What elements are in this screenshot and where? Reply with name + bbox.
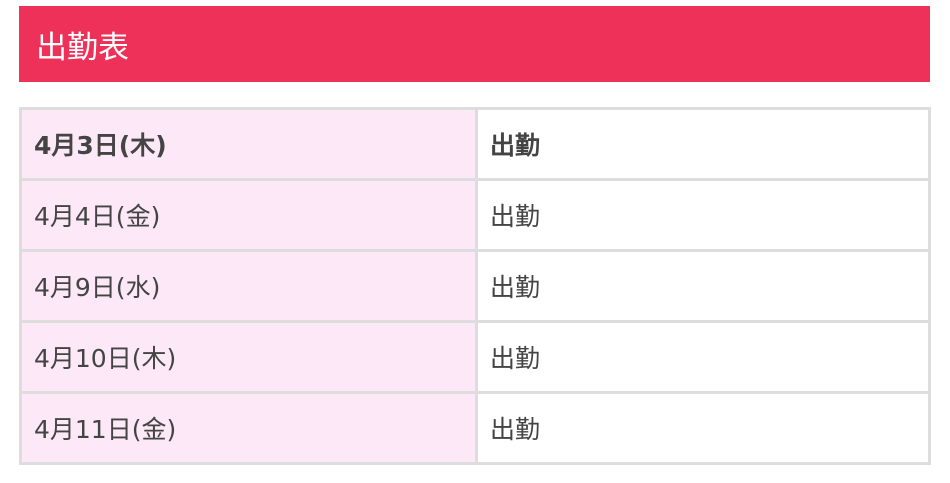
table-row: 4月10日(木) 出勤 [19, 320, 931, 394]
page-header: 出勤表 [19, 6, 930, 82]
attendance-table: 4月3日(木) 出勤 4月4日(金) 出勤 4月9日(水) 出勤 4月10日(木… [19, 107, 931, 465]
status-cell: 出勤 [475, 107, 931, 181]
status-cell: 出勤 [475, 178, 931, 252]
table-row: 4月4日(金) 出勤 [19, 178, 931, 252]
status-cell: 出勤 [475, 320, 931, 394]
status-cell: 出勤 [475, 391, 931, 465]
table-row: 4月11日(金) 出勤 [19, 391, 931, 465]
date-cell: 4月4日(金) [19, 178, 478, 252]
status-cell: 出勤 [475, 249, 931, 323]
date-cell: 4月9日(水) [19, 249, 478, 323]
table-row: 4月3日(木) 出勤 [19, 107, 931, 181]
table-row: 4月9日(水) 出勤 [19, 249, 931, 323]
date-cell: 4月10日(木) [19, 320, 478, 394]
date-cell: 4月3日(木) [19, 107, 478, 181]
date-cell: 4月11日(金) [19, 391, 478, 465]
page-title: 出勤表 [36, 29, 129, 66]
